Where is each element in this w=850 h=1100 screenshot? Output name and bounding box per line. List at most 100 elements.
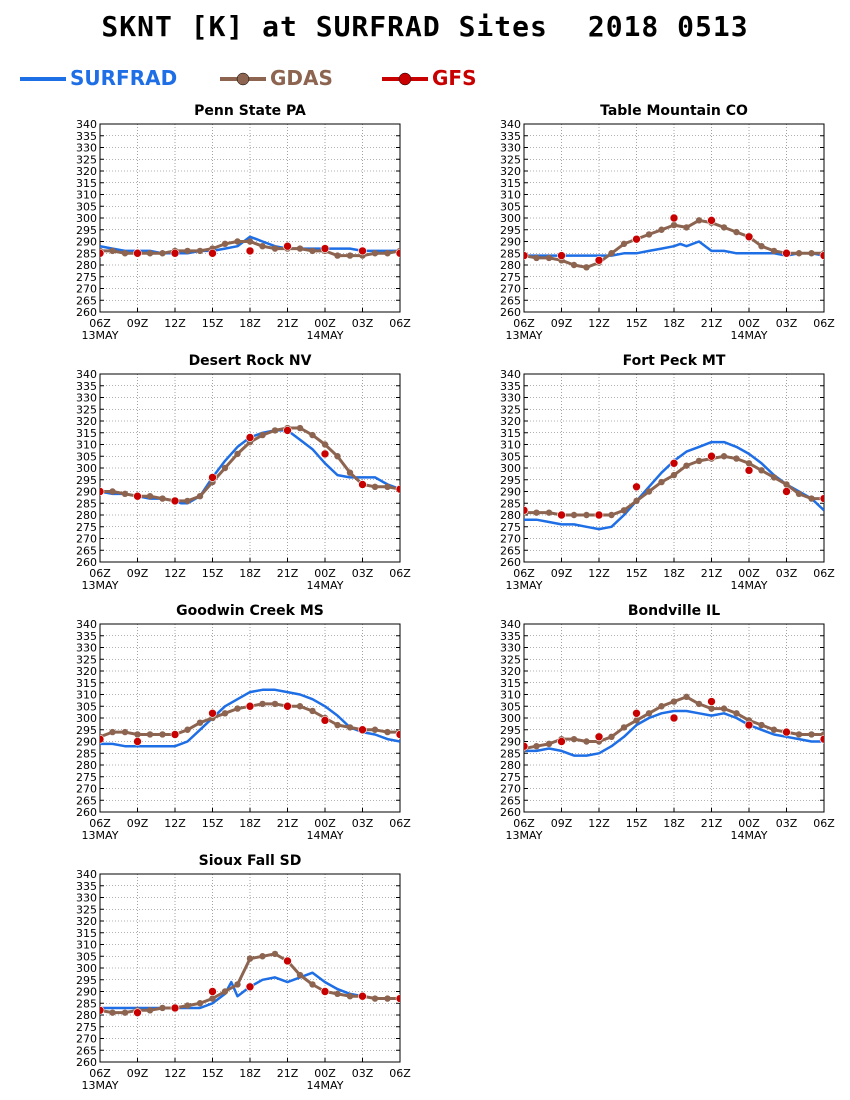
y-tick-label: 270	[76, 533, 97, 546]
gdas-point	[670, 698, 678, 705]
gdas-point	[109, 728, 116, 736]
chart-title: Table Mountain CO	[600, 103, 748, 119]
gdas-point	[109, 488, 116, 495]
x-tick-label: 12Z	[588, 567, 610, 580]
date-label: 14MAY	[307, 579, 344, 592]
gdas-point	[371, 726, 379, 733]
gdas-point	[583, 738, 590, 745]
gdas-point	[296, 424, 304, 432]
date-label: 13MAY	[506, 829, 543, 842]
gfs-point	[524, 251, 529, 260]
gfs-point	[557, 251, 566, 260]
gdas-point	[196, 1000, 204, 1007]
gdas-point	[184, 726, 191, 733]
x-tick-label: 00Z	[738, 317, 760, 330]
date-label: 13MAY	[82, 579, 119, 592]
series-surfrad	[524, 709, 824, 757]
x-tick-label: 09Z	[551, 317, 573, 330]
x-tick-label: 09Z	[127, 817, 149, 830]
gdas-point	[146, 493, 154, 500]
gdas-point	[808, 250, 815, 257]
x-tick-label: 15Z	[202, 317, 224, 330]
y-tick-label: 290	[76, 486, 97, 499]
gdas-point	[109, 247, 116, 255]
gfs-point	[283, 241, 292, 251]
x-tick-label: 12Z	[164, 567, 186, 580]
y-tick-label: 280	[76, 509, 97, 522]
gfs-point	[320, 244, 330, 253]
legend: SURFRAD GDAS GFS	[18, 64, 618, 94]
gdas-point	[309, 431, 316, 439]
y-tick-label: 275	[76, 1021, 97, 1034]
y-tick-label: 315	[500, 677, 521, 690]
gdas-point	[371, 483, 379, 490]
gfs-point	[133, 737, 142, 746]
y-tick-label: 295	[76, 224, 97, 237]
gfs-point	[208, 248, 217, 258]
y-tick-label: 310	[500, 689, 521, 702]
gdas-point	[134, 731, 141, 738]
chart-sioux-fall-sd: Sioux Fall SD 260265270275280285290295300…	[76, 853, 411, 1092]
x-tick-label: 21Z	[277, 1067, 299, 1080]
y-tick-label: 260	[500, 306, 521, 319]
gdas-point	[184, 497, 191, 505]
gdas-point	[645, 710, 653, 717]
series-gfs	[100, 701, 400, 746]
gdas-point	[533, 743, 540, 750]
gdas-point	[708, 705, 715, 712]
gdas-point	[259, 243, 266, 250]
gfs-point	[283, 426, 292, 435]
gdas-point	[658, 226, 665, 233]
y-tick-label: 315	[500, 427, 521, 440]
series-gfs	[100, 241, 400, 258]
gfs-point	[557, 510, 566, 520]
y-tick-label: 295	[76, 474, 97, 487]
legend-label-gfs: GFS	[432, 66, 477, 90]
x-tick-label: 00Z	[738, 817, 760, 830]
gdas-point	[758, 467, 765, 474]
gfs-point	[669, 713, 679, 723]
x-tick-label: 12Z	[588, 817, 610, 830]
x-tick-label: 06Z	[813, 317, 835, 330]
gfs-point	[632, 708, 641, 718]
chart-desert-rock-nv: Desert Rock NV26026527027528028529029530…	[76, 353, 411, 592]
x-tick-label: 12Z	[588, 317, 610, 330]
y-tick-label: 305	[500, 450, 521, 463]
date-label: 2018 0513	[587, 10, 749, 43]
y-tick-label: 340	[500, 368, 521, 381]
gdas-point	[159, 495, 166, 502]
gfs-point	[245, 433, 255, 442]
gdas-point	[384, 995, 391, 1002]
y-tick-label: 295	[500, 724, 521, 737]
x-tick-label: 21Z	[277, 317, 299, 330]
chart-title: Bondville IL	[628, 603, 720, 619]
legend-dot-gfs	[398, 72, 412, 86]
y-tick-label: 270	[76, 783, 97, 796]
legend-dot-gdas	[236, 72, 250, 86]
gfs-point	[632, 234, 641, 244]
gdas-point	[608, 733, 615, 740]
gdas-point	[121, 250, 129, 257]
gfs-point	[245, 246, 255, 256]
gdas-point	[808, 495, 815, 502]
gdas-point	[758, 721, 765, 729]
gdas-point	[109, 1009, 116, 1016]
x-tick-label: 06Z	[513, 567, 535, 580]
x-tick-label: 03Z	[352, 817, 374, 830]
x-tick-label: 18Z	[239, 1067, 261, 1080]
gdas-point	[309, 247, 316, 255]
gdas-point	[346, 993, 354, 1000]
x-tick-label: 12Z	[164, 1067, 186, 1080]
y-tick-label: 270	[76, 1033, 97, 1046]
chart-fort-peck-mt: Fort Peck MT2602652702752802852902953003…	[500, 353, 835, 592]
gdas-point	[159, 731, 166, 738]
y-tick-label: 340	[76, 868, 97, 881]
y-tick-label: 275	[500, 521, 521, 534]
title-text: SKNT [K] at SURFRAD Sites	[101, 10, 548, 43]
chart-title: Sioux Fall SD	[199, 853, 302, 869]
x-tick-label: 00Z	[738, 567, 760, 580]
gdas-point	[271, 245, 279, 252]
gdas-point	[695, 217, 703, 224]
gdas-point	[545, 509, 553, 516]
y-tick-label: 330	[500, 392, 521, 405]
